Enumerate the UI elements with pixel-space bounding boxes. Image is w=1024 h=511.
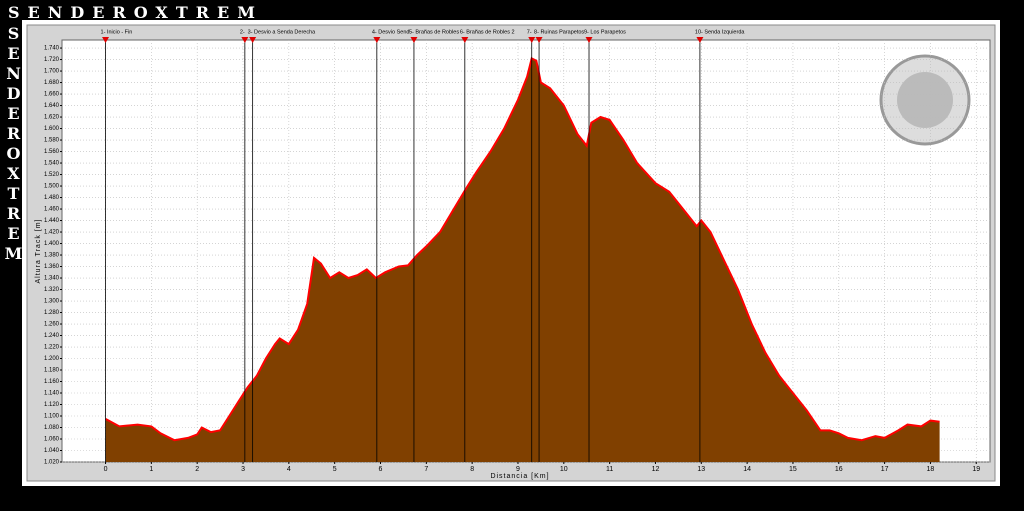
x-tick-label: 7 bbox=[424, 466, 428, 473]
x-tick-label: 18 bbox=[927, 466, 935, 473]
waypoint-label: 10- Senda Izquierda bbox=[695, 29, 745, 35]
y-tick-label: 1.260 bbox=[44, 322, 60, 328]
x-tick-label: 12 bbox=[652, 466, 660, 473]
waypoint-label: 3- Desvio a Senda Derecha bbox=[248, 29, 317, 35]
x-tick-label: 8 bbox=[470, 466, 474, 473]
y-tick-label: 1.400 bbox=[44, 241, 60, 247]
x-tick-label: 3 bbox=[241, 466, 245, 473]
y-tick-label: 1.620 bbox=[44, 115, 60, 121]
elevation-area bbox=[105, 58, 940, 463]
y-tick-label: 1.240 bbox=[44, 333, 60, 339]
y-tick-label: 1.040 bbox=[44, 448, 60, 454]
elevation-line bbox=[105, 56, 940, 442]
waypoint-label: 2- bbox=[240, 29, 245, 35]
y-tick-label: 1.080 bbox=[44, 425, 60, 431]
x-tick-label: 10 bbox=[560, 466, 568, 473]
y-tick-label: 1.360 bbox=[44, 264, 60, 270]
waypoint-marker bbox=[585, 37, 593, 43]
y-tick-label: 1.380 bbox=[44, 253, 60, 259]
y-tick-label: 1.740 bbox=[44, 46, 60, 52]
x-axis-label: Distancia [Km] bbox=[490, 473, 549, 480]
x-tick-label: 19 bbox=[972, 466, 980, 473]
waypoint-marker bbox=[249, 37, 257, 43]
y-tick-label: 1.520 bbox=[44, 172, 60, 178]
x-tick-label: 11 bbox=[606, 466, 613, 473]
y-tick-label: 1.060 bbox=[44, 437, 60, 443]
y-tick-label: 1.120 bbox=[44, 402, 60, 408]
waypoint-marker bbox=[528, 37, 536, 43]
y-tick-label: 1.220 bbox=[44, 345, 60, 351]
waypoint-marker bbox=[410, 37, 418, 43]
y-tick-label: 1.100 bbox=[44, 414, 60, 420]
waypoint-label: 1- Inicio - Fin bbox=[101, 29, 133, 35]
side-brand: SENDEROXTREM bbox=[4, 24, 23, 264]
y-tick-label: 1.660 bbox=[44, 92, 60, 98]
brand-title: SENDEROXTREM bbox=[8, 3, 263, 22]
waypoint-marker bbox=[373, 37, 381, 43]
x-tick-label: 13 bbox=[697, 466, 705, 473]
x-tick-label: 9 bbox=[516, 466, 520, 473]
waypoint-marker bbox=[241, 37, 249, 43]
y-tick-label: 1.180 bbox=[44, 368, 60, 374]
x-tick-label: 16 bbox=[835, 466, 843, 473]
y-tick-label: 1.140 bbox=[44, 391, 60, 397]
y-tick-label: 1.440 bbox=[44, 218, 60, 224]
waypoint-marker bbox=[461, 37, 469, 43]
waypoint-marker bbox=[696, 37, 704, 43]
x-tick-label: 15 bbox=[789, 466, 797, 473]
x-tick-label: 14 bbox=[743, 466, 751, 473]
y-tick-label: 1.340 bbox=[44, 276, 60, 282]
y-tick-label: 1.420 bbox=[44, 230, 60, 236]
y-tick-label: 1.300 bbox=[44, 299, 60, 305]
waypoint-label: 4- Desvio Send bbox=[372, 29, 410, 35]
y-tick-label: 1.200 bbox=[44, 356, 60, 362]
x-tick-label: 1 bbox=[149, 466, 153, 473]
logo-inner bbox=[897, 72, 953, 128]
x-tick-label: 4 bbox=[287, 466, 291, 473]
waypoint-marker bbox=[535, 37, 543, 43]
y-tick-label: 1.680 bbox=[44, 80, 60, 86]
y-tick-label: 1.500 bbox=[44, 184, 60, 190]
waypoint-label: 5- Brañas de Robles bbox=[409, 29, 459, 35]
y-tick-label: 1.280 bbox=[44, 310, 60, 316]
waypoint-marker bbox=[102, 37, 110, 43]
y-tick-label: 1.560 bbox=[44, 149, 60, 155]
y-tick-label: 1.020 bbox=[44, 460, 60, 466]
x-tick-label: 0 bbox=[104, 466, 108, 473]
y-tick-label: 1.720 bbox=[44, 57, 60, 63]
y-tick-label: 1.640 bbox=[44, 103, 60, 109]
y-tick-label: 1.160 bbox=[44, 379, 60, 385]
y-tick-label: 1.540 bbox=[44, 161, 60, 167]
x-tick-label: 5 bbox=[333, 466, 337, 473]
waypoint-label: 7- bbox=[527, 29, 532, 35]
y-tick-label: 1.600 bbox=[44, 126, 60, 132]
y-tick-label: 1.460 bbox=[44, 207, 60, 213]
waypoint-label: 6- Brañas de Robles 2 bbox=[460, 29, 515, 35]
y-tick-label: 1.480 bbox=[44, 195, 60, 201]
y-tick-label: 1.580 bbox=[44, 138, 60, 144]
logo bbox=[879, 54, 971, 146]
x-tick-label: 17 bbox=[881, 466, 889, 473]
x-tick-label: 6 bbox=[379, 466, 383, 473]
y-tick-label: 1.700 bbox=[44, 69, 60, 75]
x-tick-label: 2 bbox=[195, 466, 199, 473]
y-axis-label: Altura Track [m] bbox=[35, 218, 42, 283]
waypoint-label: 9- Los Parapetos bbox=[584, 29, 626, 35]
waypoint-label: 8- Ruinas Parapetos bbox=[534, 29, 584, 35]
y-tick-label: 1.320 bbox=[44, 287, 60, 293]
